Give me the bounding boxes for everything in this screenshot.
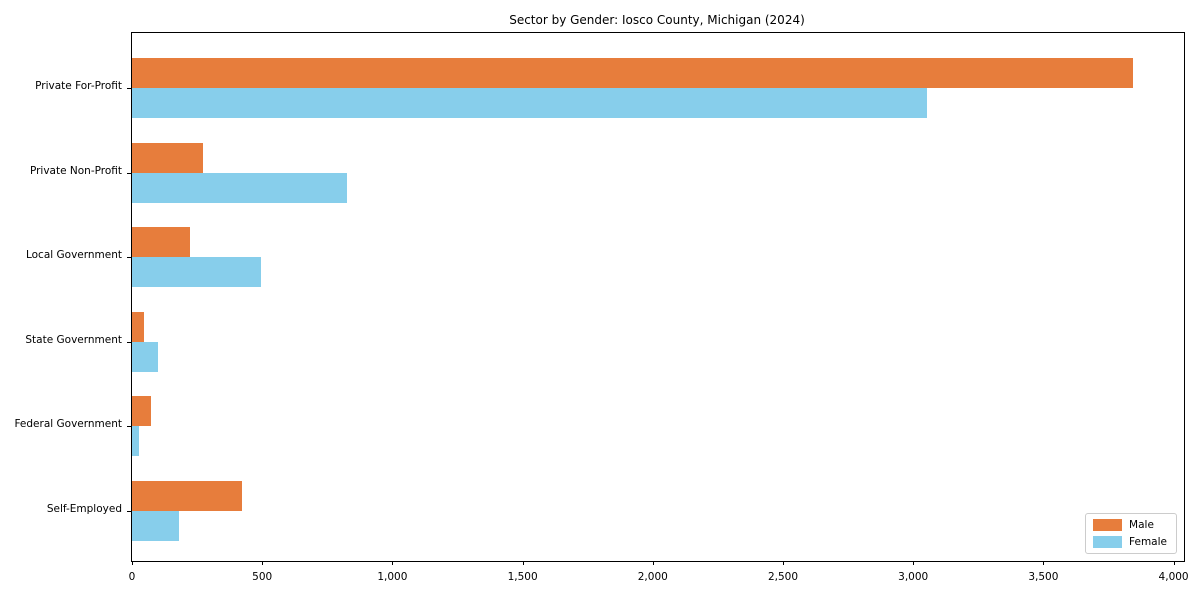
- x-tick-mark: [913, 561, 915, 565]
- y-tick-mark: [127, 426, 131, 427]
- x-tick-mark: [1173, 561, 1175, 565]
- y-tick-mark: [127, 341, 131, 343]
- legend-swatch-female: [1093, 536, 1123, 548]
- x-tick-mark: [522, 561, 524, 565]
- y-tick-label-state-government: State Government: [25, 333, 122, 346]
- legend: Male Female: [1085, 513, 1177, 554]
- legend-label-male: Male: [1129, 519, 1154, 531]
- bar-female-private-non-profit: [132, 172, 348, 203]
- bar-female-state-government: [132, 341, 159, 372]
- x-tick-label-1000: 1,000: [377, 571, 408, 583]
- y-tick-mark: [127, 510, 131, 512]
- bar-male-private-non-profit: [132, 142, 204, 173]
- bar-female-self-employed: [132, 510, 180, 541]
- y-tick-label-federal-government: Federal Government: [14, 418, 122, 430]
- bar-male-federal-government: [132, 396, 151, 426]
- plot-area: 0 500 1,000 1,500 2,000 2,500 3,000 3,500 4,000 …: [127, 32, 1189, 583]
- legend-item-male: Male: [1093, 519, 1167, 531]
- y-tick-mark: [127, 257, 131, 258]
- y-tick-label-private-for-profit: Private For-Profit: [35, 80, 122, 92]
- bar-male-state-government: [132, 311, 145, 342]
- x-tick-mark: [392, 561, 394, 565]
- legend-swatch-male: [1093, 519, 1123, 531]
- x-tick-label-4000: 4,000: [1158, 571, 1189, 583]
- x-tick-mark: [652, 561, 654, 565]
- x-tick-label-500: 500: [252, 571, 273, 583]
- bar-female-federal-government: [132, 426, 140, 456]
- y-tick-label-local-government: Local Government: [25, 249, 122, 261]
- x-tick-mark: [1043, 561, 1045, 565]
- bar-male-self-employed: [132, 480, 243, 511]
- legend-label-female: Female: [1129, 536, 1167, 548]
- legend-item-female: Female: [1093, 536, 1167, 548]
- bar-male-local-government: [132, 227, 190, 257]
- bar-female-local-government: [132, 257, 262, 287]
- x-tick-label-1500: 1,500: [507, 571, 538, 583]
- x-tick-label-0: 0: [128, 571, 136, 583]
- bar-male-private-for-profit: [132, 58, 1134, 88]
- x-tick-mark: [132, 561, 133, 565]
- x-tick-label-2500: 2,500: [767, 571, 799, 583]
- y-tick-label-self-employed: Self-Employed: [46, 502, 122, 515]
- x-tick-label-3500: 3,500: [1028, 571, 1059, 583]
- x-tick-mark: [782, 561, 784, 565]
- x-tick-label-3000: 3,000: [898, 571, 929, 583]
- chart-title: Sector by Gender: Iosco County, Michigan…: [509, 13, 805, 27]
- y-tick-mark: [127, 88, 131, 89]
- bar-female-private-for-profit: [132, 88, 927, 118]
- x-tick-mark: [262, 561, 264, 565]
- y-tick-label-private-non-profit: Private Non-Profit: [29, 164, 122, 177]
- x-tick-label-2000: 2,000: [637, 571, 668, 583]
- y-tick-mark: [127, 172, 131, 174]
